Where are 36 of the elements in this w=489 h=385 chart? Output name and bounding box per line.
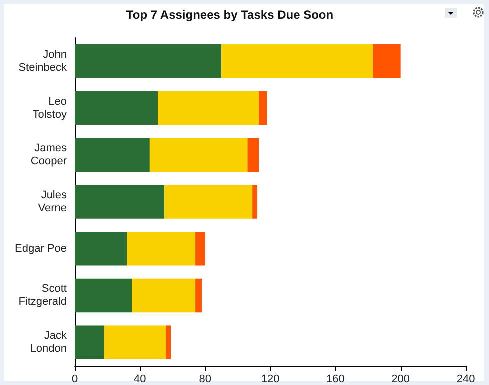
bar	[75, 138, 150, 172]
y-tick-label: Jules Verne	[38, 190, 68, 214]
bar	[164, 185, 253, 219]
bar	[158, 91, 260, 126]
x-tick-label: 120	[261, 374, 280, 385]
bar	[150, 138, 248, 172]
chart-title: Top 7 Assignees by Tasks Due Soon	[126, 8, 334, 22]
x-tick-label: 40	[134, 374, 146, 385]
bar	[166, 326, 172, 360]
y-tick-label: Jack London	[30, 330, 68, 356]
bar	[222, 44, 374, 78]
y-tick-label: Edgar Poe	[15, 242, 67, 255]
bar	[132, 278, 196, 313]
y-tick-label: Scott Fitzgerald	[18, 283, 67, 308]
y-tick-label: James Cooper	[30, 142, 68, 168]
bar	[373, 44, 401, 78]
y-tick-label: Leo Tolstoy	[32, 96, 68, 121]
bar	[75, 278, 132, 313]
y-tick-label: John Steinbeck	[18, 48, 68, 74]
bar	[196, 232, 206, 266]
x-tick-label: 0	[72, 374, 78, 385]
bar	[75, 44, 222, 78]
bar	[196, 278, 202, 313]
bar	[75, 185, 165, 219]
x-tick-label: 80	[199, 374, 212, 385]
bar	[127, 232, 196, 266]
bar	[75, 326, 104, 360]
bar	[248, 138, 260, 172]
bar	[259, 91, 268, 126]
x-tick-label: 160	[326, 374, 345, 385]
x-tick-label: 200	[392, 374, 410, 385]
bar	[75, 91, 158, 126]
x-tick-label: 240	[456, 374, 476, 385]
bar	[252, 185, 258, 219]
bar	[75, 232, 128, 266]
bar	[104, 326, 166, 360]
